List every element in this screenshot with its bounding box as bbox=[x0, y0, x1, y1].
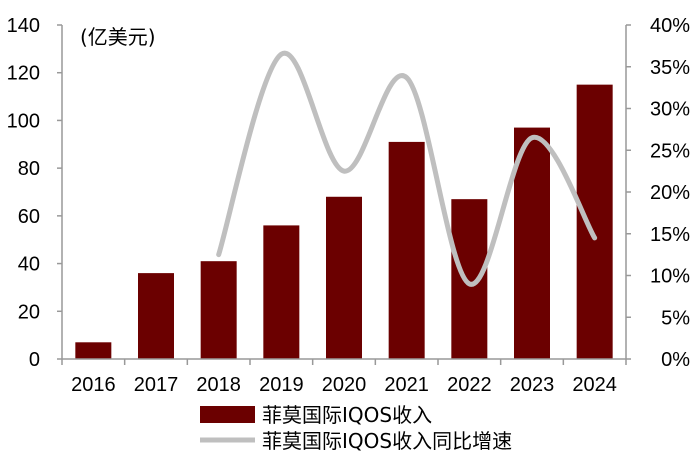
right-axis-ticks: 0% 5% 10% 15% 20% 25% 30% 35% 40% bbox=[626, 15, 690, 371]
x-tick-label: 2022 bbox=[447, 374, 492, 396]
legend-line-label: 菲莫国际IQOS收入同比增速 bbox=[262, 429, 512, 453]
x-tick-label: 2020 bbox=[322, 374, 367, 396]
left-tick-label: 80 bbox=[18, 158, 40, 180]
growth-line-series bbox=[216, 50, 598, 287]
legend-bar-swatch bbox=[200, 406, 255, 423]
x-tick-label: 2023 bbox=[510, 374, 555, 396]
bar-2019 bbox=[263, 225, 300, 359]
x-tick-label: 2024 bbox=[572, 374, 617, 396]
right-tick-label: 25% bbox=[650, 140, 690, 162]
left-tick-label: 20 bbox=[18, 301, 40, 323]
legend-bar-label: 菲莫国际IQOS收入 bbox=[262, 403, 432, 427]
bar-2017 bbox=[138, 273, 174, 359]
bar-series bbox=[75, 84, 613, 360]
bar-2016 bbox=[75, 342, 112, 359]
unit-label: (亿美元) bbox=[80, 25, 156, 49]
right-tick-label: 30% bbox=[650, 99, 690, 121]
x-tick-label: 2017 bbox=[134, 374, 179, 396]
right-tick-label: 0% bbox=[661, 349, 690, 371]
left-tick-label: 40 bbox=[18, 254, 40, 276]
legend: 菲莫国际IQOS收入 菲莫国际IQOS收入同比增速 bbox=[200, 403, 512, 453]
x-tick-label: 2019 bbox=[259, 374, 304, 396]
bar-2022 bbox=[451, 199, 488, 359]
left-axis-ticks: 0 20 40 60 80 100 120 140 bbox=[7, 15, 62, 371]
right-tick-label: 10% bbox=[650, 266, 690, 288]
bar-2018 bbox=[200, 261, 237, 359]
bar-2023 bbox=[514, 127, 550, 359]
right-tick-label: 40% bbox=[650, 15, 690, 37]
right-tick-label: 20% bbox=[650, 182, 690, 204]
left-tick-label: 0 bbox=[29, 349, 40, 371]
left-tick-label: 60 bbox=[18, 206, 40, 228]
growth-line bbox=[216, 50, 598, 287]
bar-2024 bbox=[576, 84, 613, 360]
x-tick-label: 2021 bbox=[384, 374, 429, 396]
bar-2020 bbox=[326, 196, 362, 359]
left-tick-label: 100 bbox=[7, 110, 40, 132]
right-tick-label: 35% bbox=[650, 57, 690, 79]
right-tick-label: 5% bbox=[661, 307, 690, 329]
x-axis-ticks: 2016 2017 2018 2019 2020 2021 2022 2023 2024 bbox=[71, 374, 617, 396]
x-tick-label: 2018 bbox=[196, 374, 241, 396]
left-tick-label: 140 bbox=[7, 15, 40, 37]
bar-2021 bbox=[388, 141, 425, 359]
right-tick-label: 15% bbox=[650, 224, 690, 246]
x-tick-label: 2016 bbox=[71, 374, 116, 396]
left-tick-label: 120 bbox=[7, 63, 40, 85]
